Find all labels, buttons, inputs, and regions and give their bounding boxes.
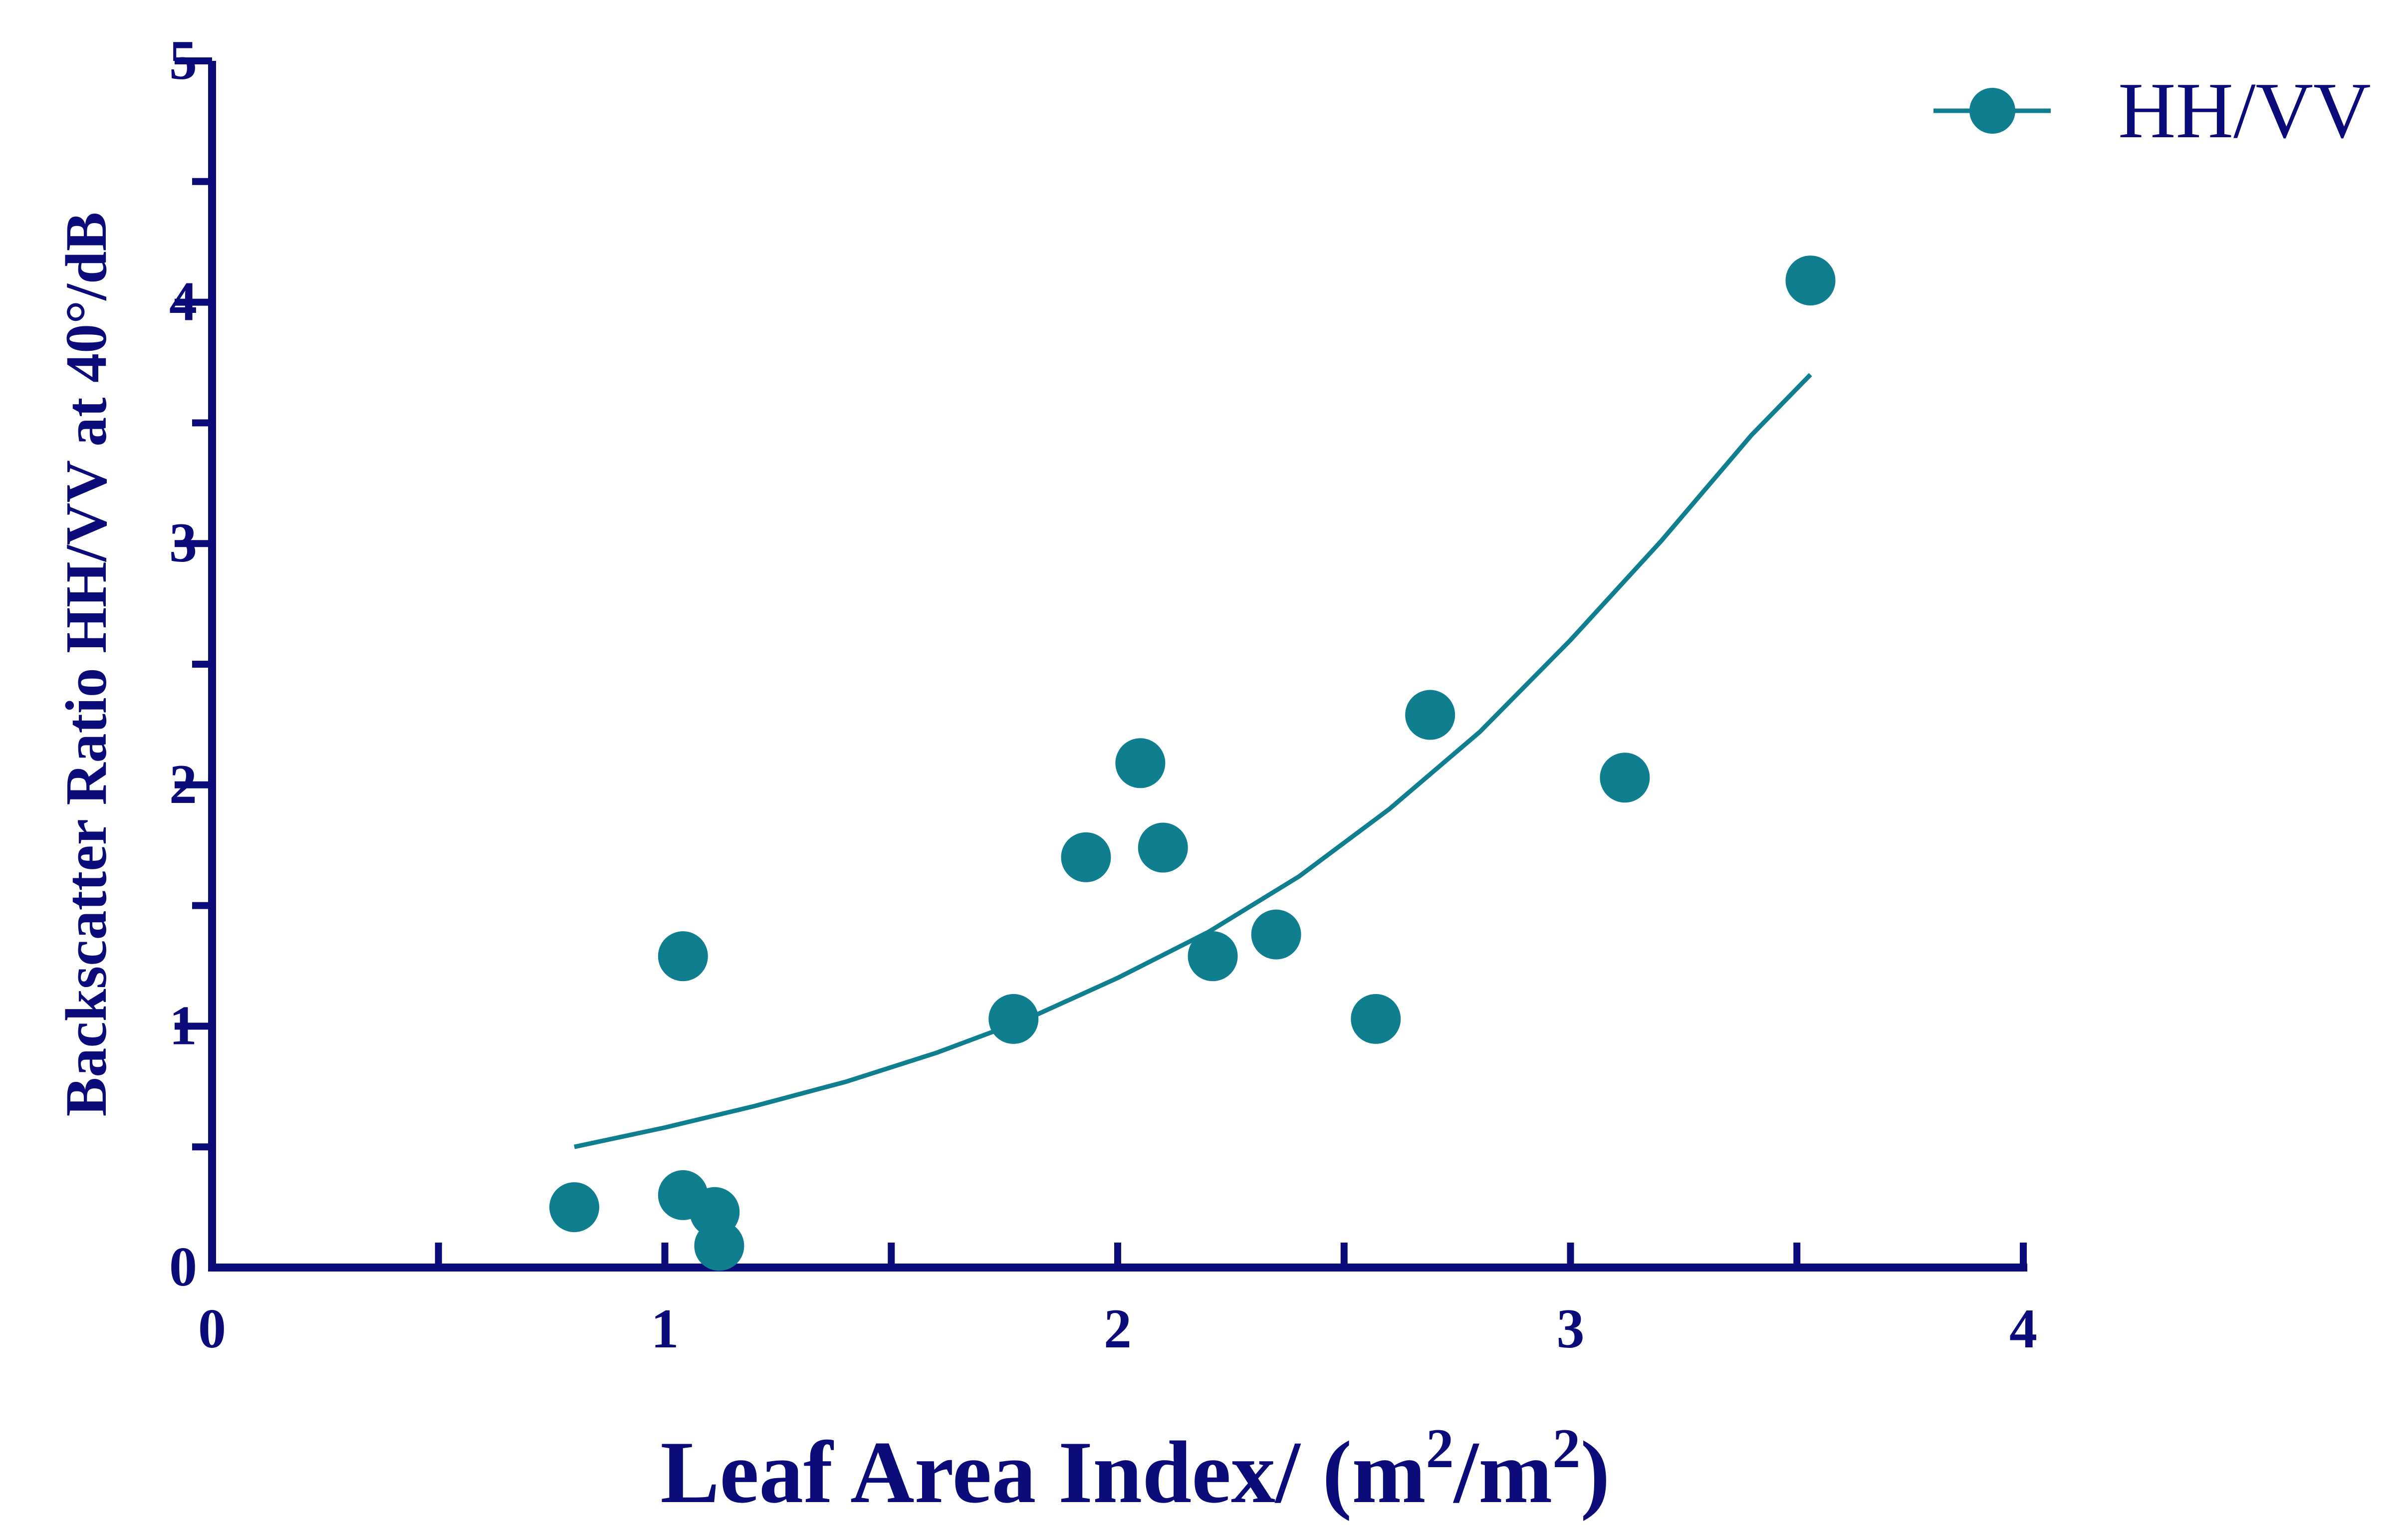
- y-tick-label: 1: [169, 995, 197, 1056]
- axis-labels: Backscatter Ratio HH/VV at 40°/dB Leaf A…: [53, 212, 1610, 1522]
- data-point: [1188, 931, 1238, 982]
- y-axis-label: Backscatter Ratio HH/VV at 40°/dB: [53, 212, 119, 1117]
- data-point: [1351, 994, 1401, 1044]
- data-point: [694, 1221, 744, 1271]
- y-tick-label: 3: [169, 512, 197, 574]
- y-tick-label: 4: [169, 271, 197, 333]
- x-tick-label: 0: [198, 1298, 226, 1360]
- x-axis-label-superscript-2: 2: [1552, 1418, 1580, 1480]
- data-points: [549, 256, 1836, 1271]
- data-point: [1405, 690, 1455, 740]
- x-axis-label-main: Leaf Area Index/ (m: [660, 1423, 1426, 1522]
- legend: HH/VV: [1933, 66, 2371, 155]
- x-axis-label-middle: /m: [1453, 1423, 1553, 1522]
- data-point: [1061, 832, 1111, 882]
- x-tick-label: 2: [1104, 1298, 1132, 1360]
- axes: 0 1 2 3 4 5 0 1 2 3 4: [169, 29, 2037, 1360]
- y-tick-label: 2: [169, 754, 197, 815]
- legend-label: HH/VV: [2118, 66, 2371, 155]
- data-point: [1251, 909, 1301, 960]
- data-point: [988, 994, 1039, 1044]
- data-point: [1785, 256, 1836, 306]
- legend-marker: [1969, 88, 2015, 134]
- data-point: [1115, 738, 1166, 788]
- x-tick-label: 1: [651, 1298, 679, 1360]
- data-point: [658, 931, 708, 982]
- x-tick-label: 3: [1557, 1298, 1585, 1360]
- x-axis-label-end: ): [1580, 1423, 1610, 1522]
- x-axis-label: Leaf Area Index/ (m2/m2): [660, 1418, 1610, 1522]
- y-tick-label: 5: [169, 29, 197, 91]
- y-tick-label: 0: [169, 1236, 197, 1298]
- x-tick-label: 4: [2009, 1298, 2037, 1360]
- x-axis-label-superscript-1: 2: [1426, 1418, 1454, 1480]
- data-point: [1600, 753, 1650, 803]
- data-point: [549, 1182, 599, 1233]
- data-point: [1138, 822, 1188, 873]
